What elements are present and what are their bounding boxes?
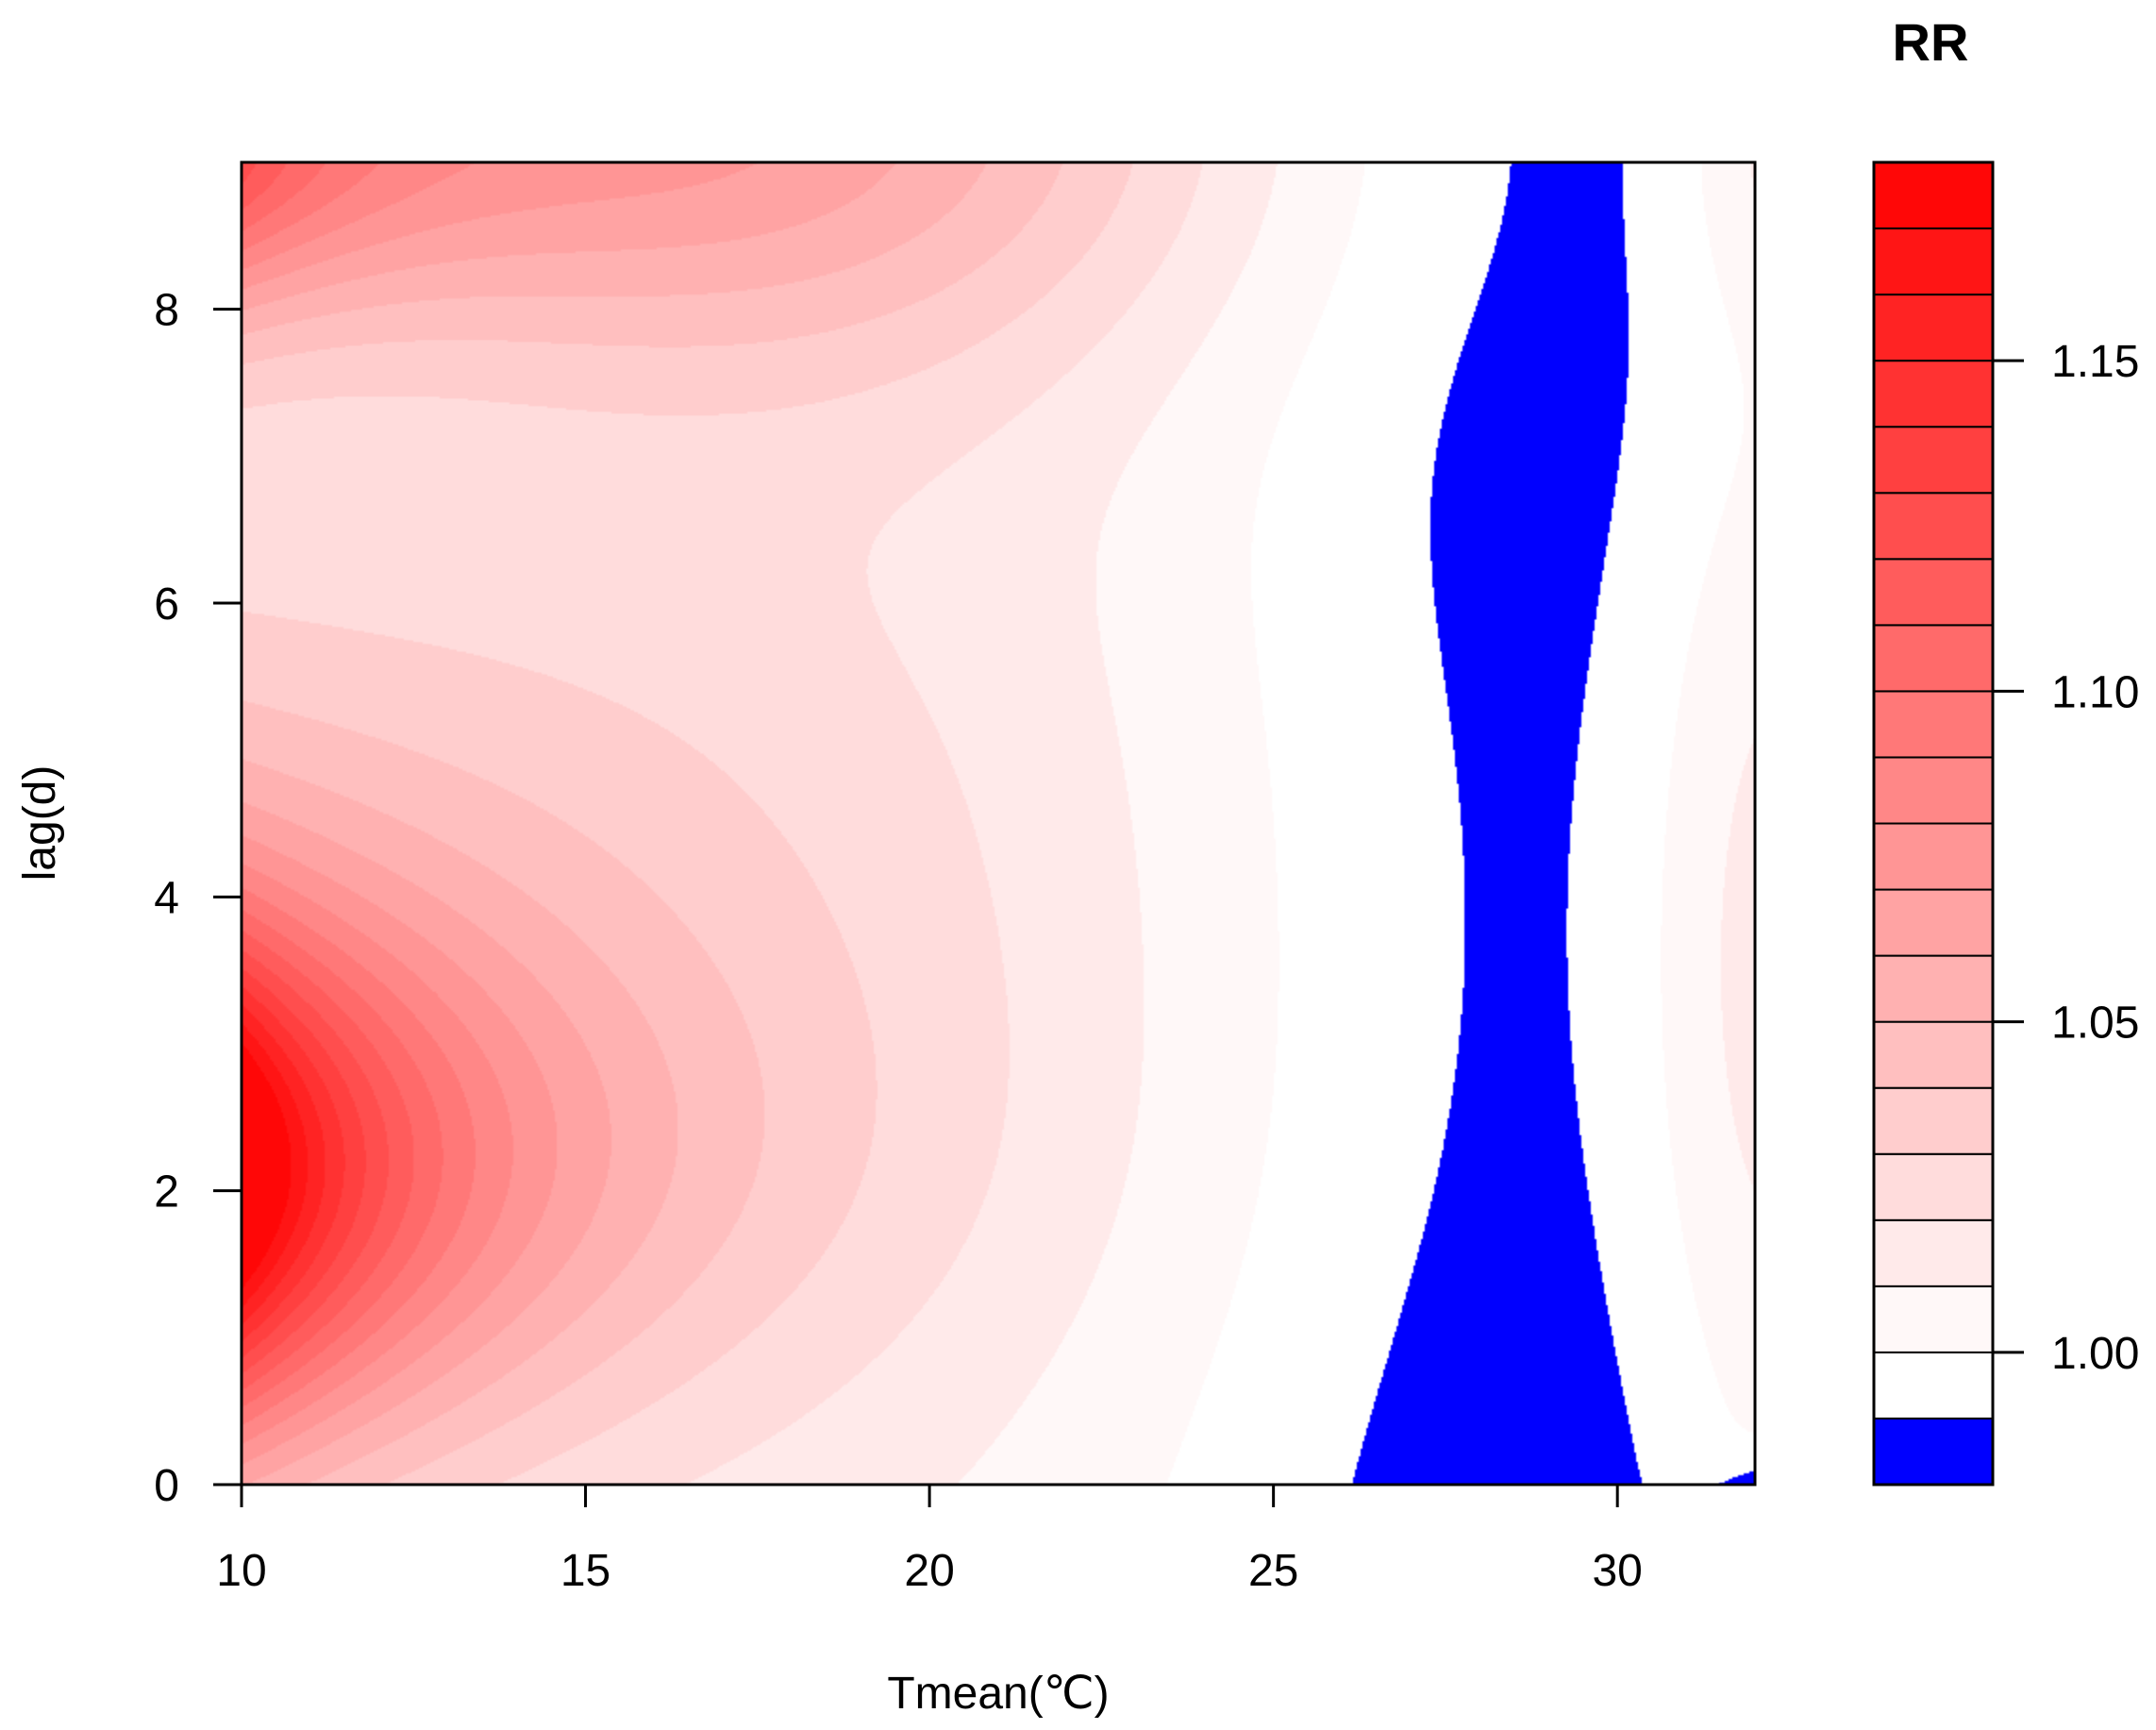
- colorbar-swatch: [1873, 624, 1994, 693]
- x-tick-label: 30: [1592, 1546, 1642, 1596]
- x-axis-label: Tmean(℃): [887, 1669, 1109, 1719]
- colorbar-swatch: [1873, 1020, 1994, 1089]
- colorbar-swatch: [1873, 1218, 1994, 1287]
- colorbar-swatch: [1873, 888, 1994, 957]
- colorbar-swatch: [1873, 1417, 1994, 1486]
- colorbar-swatch: [1873, 822, 1994, 891]
- colorbar-tick-label: 1.05: [2051, 999, 2139, 1049]
- y-axis: 0 2 4 6 8: [154, 286, 243, 1511]
- colorbar-tick-label: 1.00: [2051, 1329, 2139, 1379]
- y-axis-label: lag(d): [15, 765, 65, 882]
- colorbar-swatch: [1873, 492, 1994, 561]
- colorbar-title: RR: [1893, 12, 1969, 72]
- y-tick-label: 2: [154, 1167, 179, 1218]
- colorbar-swatch: [1873, 690, 1994, 759]
- x-axis: 10 15 20 25 30: [216, 1483, 1643, 1596]
- colorbar-swatch: [1873, 360, 1994, 428]
- colorbar-swatch: [1873, 1152, 1994, 1221]
- x-tick-label: 10: [216, 1546, 266, 1596]
- colorbar-swatch: [1873, 1285, 1994, 1353]
- contour-fill-image: [242, 162, 1755, 1485]
- y-tick-label: 0: [154, 1461, 179, 1511]
- colorbar-swatch: [1873, 161, 1994, 230]
- colorbar-swatch: [1873, 558, 1994, 627]
- y-tick-label: 8: [154, 286, 179, 336]
- colorbar-frame: [1872, 160, 1995, 1486]
- x-tick-label: 25: [1248, 1546, 1298, 1596]
- x-tick-label: 20: [904, 1546, 954, 1596]
- y-tick-label: 6: [154, 579, 179, 630]
- colorbar-swatch: [1873, 227, 1994, 296]
- colorbar-swatch: [1873, 954, 1994, 1023]
- colorbar-swatch: [1873, 1086, 1994, 1155]
- colorbar-swatch: [1873, 756, 1994, 825]
- colorbar-swatch: [1873, 1351, 1994, 1419]
- x-tick-label: 15: [560, 1546, 610, 1596]
- colorbar-swatch: [1873, 426, 1994, 495]
- contour-surface: [242, 162, 1755, 1485]
- colorbar-tick-label: 1.15: [2051, 337, 2139, 387]
- colorbar: 1.00 1.05 1.10 1.15: [1872, 160, 2139, 1486]
- y-tick-label: 4: [154, 873, 179, 923]
- colorbar-tick-label: 1.10: [2051, 667, 2139, 717]
- colorbar-swatch: [1873, 294, 1994, 362]
